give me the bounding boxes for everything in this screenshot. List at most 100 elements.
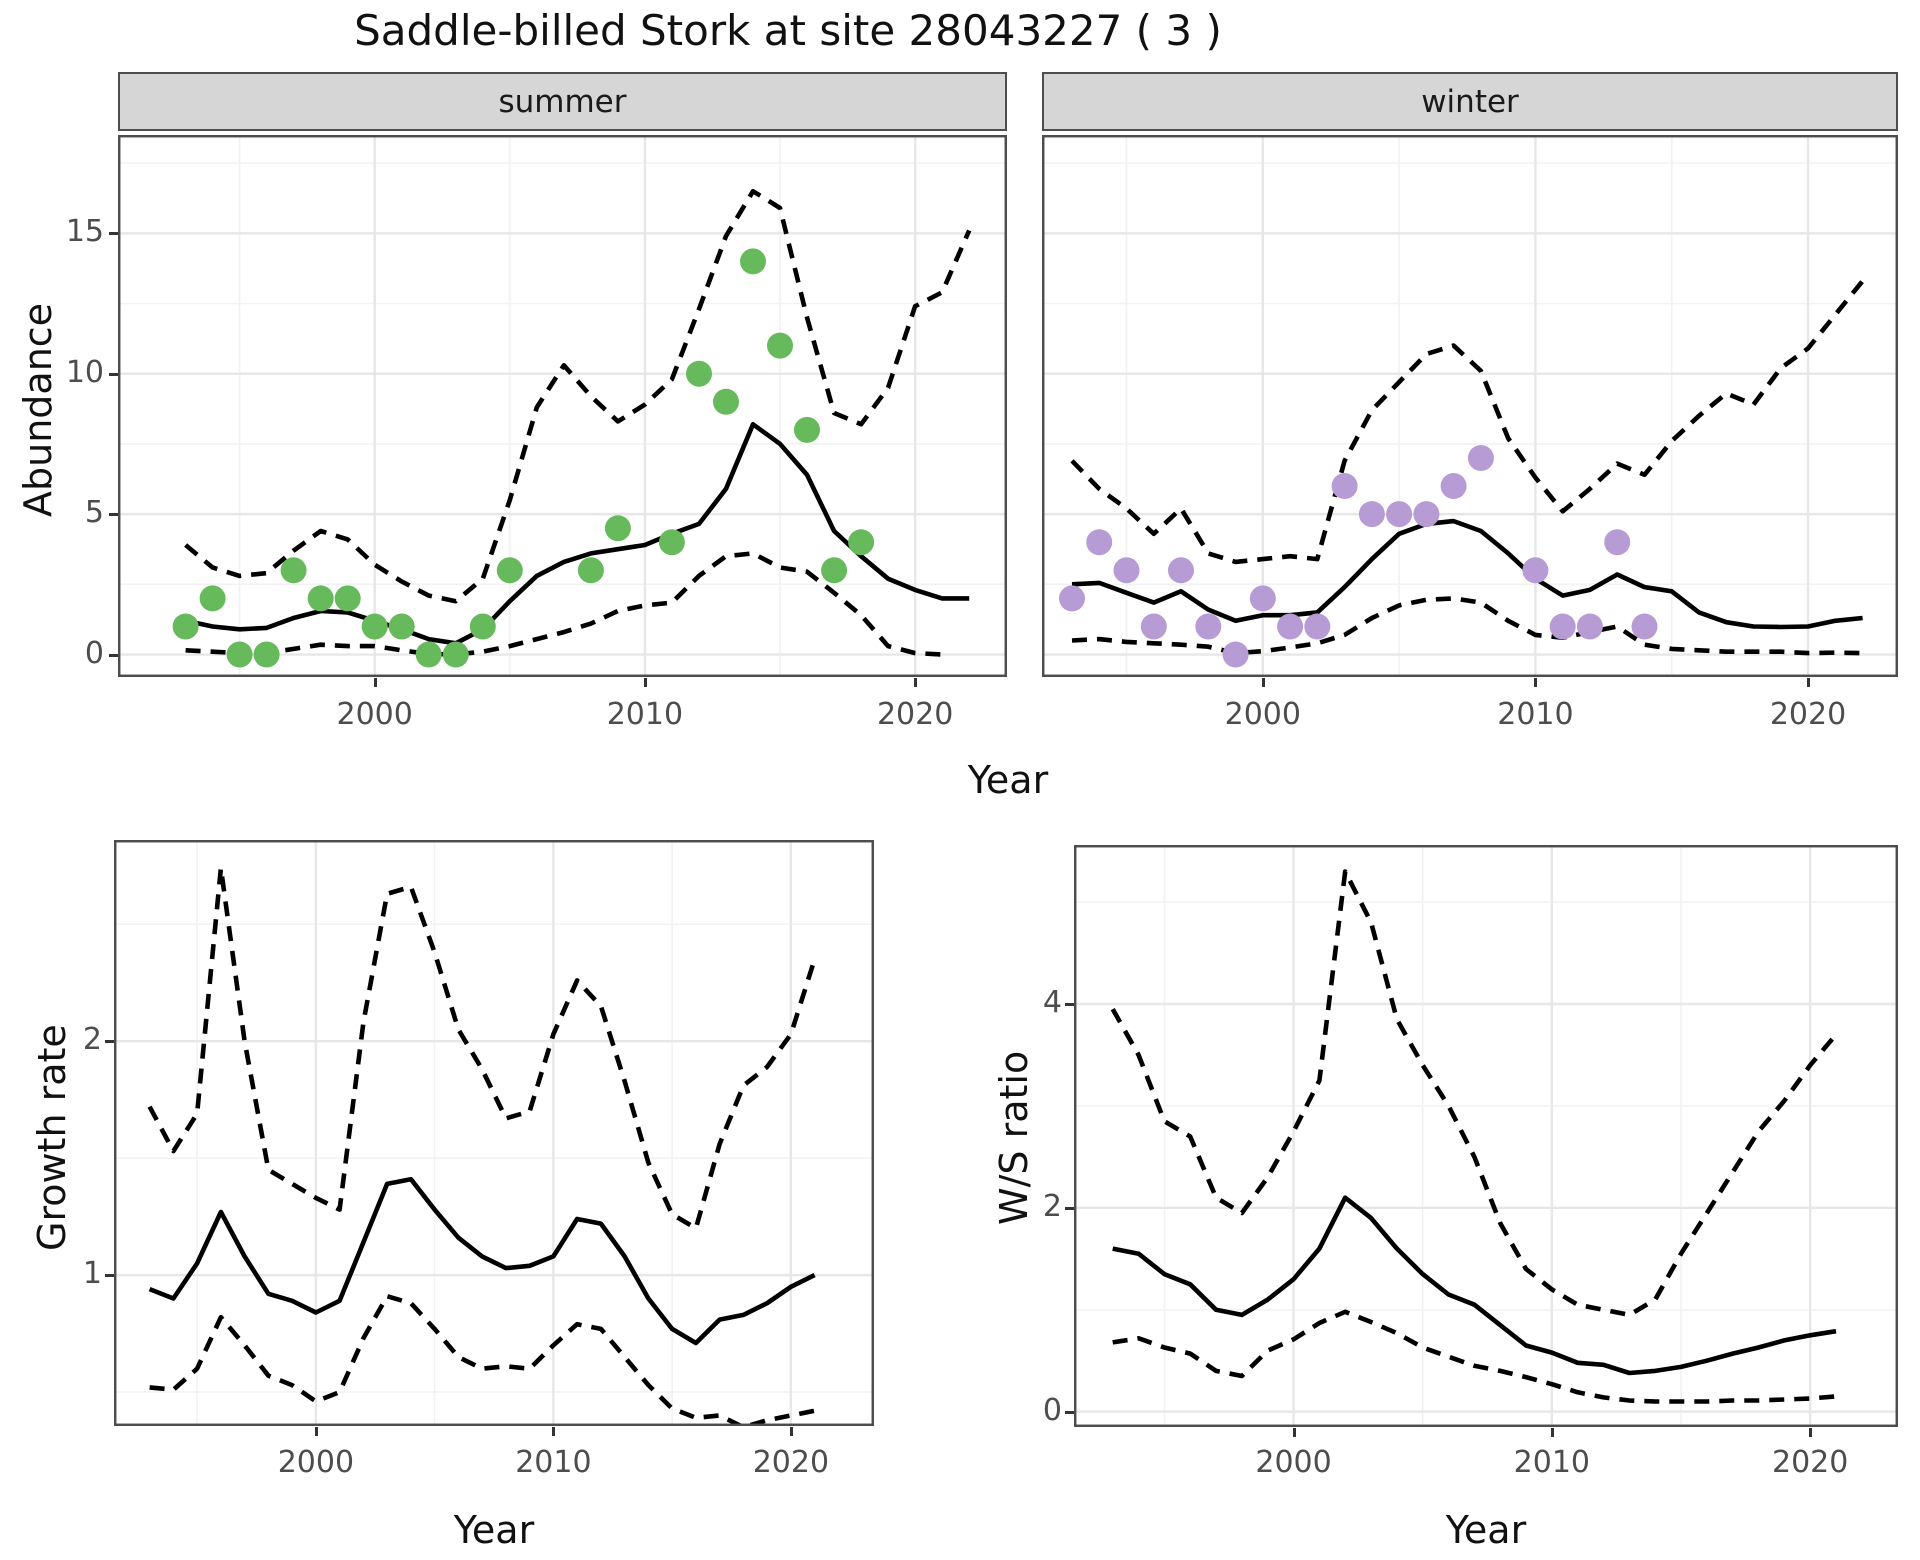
abundance-winter-point bbox=[1467, 445, 1494, 471]
y-tick-label: 4 bbox=[1042, 985, 1062, 1020]
summer-panel bbox=[118, 135, 1007, 677]
abundance-summer-lower_ci-line bbox=[185, 551, 943, 657]
y-tick-label: 15 bbox=[65, 214, 104, 250]
abundance-winter-point bbox=[1222, 641, 1249, 668]
abundance-summer-point bbox=[658, 529, 685, 556]
y-tick-mark bbox=[1065, 1410, 1074, 1414]
abundance-winter-point bbox=[1195, 613, 1222, 640]
x-tick-label: 2020 bbox=[876, 697, 954, 732]
abundance-summer-point bbox=[253, 641, 280, 668]
abundance-winter-point bbox=[1631, 613, 1658, 640]
abundance-winter-point bbox=[1549, 613, 1576, 640]
abundance-winter-point bbox=[1413, 501, 1440, 528]
facet-strip-summer-label: summer bbox=[498, 83, 627, 120]
abundance-summer-point bbox=[767, 332, 793, 359]
y-tick-label: 2 bbox=[82, 1022, 102, 1058]
abundance-winter-point bbox=[1277, 613, 1304, 640]
abundance-winter-upper_ci-line bbox=[1070, 279, 1865, 565]
abundance-summer-point bbox=[442, 641, 469, 668]
abundance-summer-point bbox=[334, 585, 361, 612]
x-tick-mark bbox=[1534, 678, 1538, 687]
x-tick-label: 2020 bbox=[1771, 1445, 1849, 1480]
abundance-winter-point bbox=[1576, 613, 1603, 640]
ws-year-axis-title: Year bbox=[1445, 1508, 1527, 1552]
x-tick-mark bbox=[1292, 1428, 1296, 1437]
abundance-summer-point bbox=[713, 388, 739, 415]
ws-ratio-upper_ci-line bbox=[1110, 869, 1838, 1318]
x-tick-mark bbox=[373, 678, 377, 687]
y-tick-mark bbox=[105, 1040, 114, 1044]
growth-rate-upper_ci-line bbox=[147, 865, 817, 1231]
x-tick-label: 2010 bbox=[1497, 697, 1574, 732]
top-year-axis-title: Year bbox=[967, 758, 1049, 802]
abundance-winter-point bbox=[1140, 613, 1167, 640]
x-tick-label: 2010 bbox=[1513, 1445, 1591, 1480]
abundance-summer-point bbox=[199, 585, 226, 612]
facet-strip-winter-label: winter bbox=[1421, 83, 1519, 120]
y-tick-label: 2 bbox=[1042, 1188, 1062, 1224]
x-tick-label: 2010 bbox=[606, 697, 684, 732]
ws-ratio-panel bbox=[1074, 845, 1898, 1427]
x-tick-mark bbox=[1261, 678, 1265, 687]
abundance-summer-point bbox=[361, 613, 388, 640]
y-tick-label: 0 bbox=[84, 635, 104, 671]
x-tick-mark bbox=[1807, 678, 1811, 687]
y-tick-label: 10 bbox=[65, 354, 104, 390]
winter-panel bbox=[1042, 135, 1898, 677]
abundance-summer-point bbox=[280, 557, 307, 584]
y-tick-mark bbox=[105, 1274, 114, 1278]
ws-ratio-lower_ci-line bbox=[1112, 1309, 1837, 1404]
x-tick-mark bbox=[1809, 1428, 1813, 1437]
abundance-summer-point bbox=[415, 641, 442, 668]
x-tick-mark bbox=[314, 1427, 318, 1436]
abundance-winter-point bbox=[1604, 529, 1631, 556]
abundance-summer-point bbox=[172, 613, 199, 640]
growth-rate-panel bbox=[114, 840, 874, 1426]
y-tick-label: 1 bbox=[82, 1256, 102, 1292]
abundance-summer-upper_ci-line bbox=[184, 188, 972, 604]
abundance-summer-point bbox=[821, 557, 848, 584]
x-tick-label: 2010 bbox=[515, 1445, 592, 1480]
abundance-summer-point bbox=[307, 585, 334, 612]
abundance-winter-point bbox=[1113, 557, 1140, 584]
y-tick-mark bbox=[109, 232, 118, 236]
abundance-winter-point bbox=[1304, 613, 1331, 640]
abundance-winter-point bbox=[1168, 557, 1194, 584]
abundance-winter-point bbox=[1440, 473, 1467, 499]
x-tick-mark bbox=[914, 678, 918, 687]
abundance-summer-point bbox=[686, 360, 712, 387]
y-tick-mark bbox=[1065, 1003, 1074, 1006]
x-tick-label: 2020 bbox=[752, 1445, 830, 1480]
abundance-summer-point bbox=[226, 641, 253, 668]
abundance-summer-point bbox=[577, 557, 604, 584]
x-tick-label: 2000 bbox=[1255, 1445, 1332, 1480]
y-tick-mark bbox=[109, 372, 118, 376]
abundance-winter-point bbox=[1086, 529, 1113, 556]
abundance-summer-point bbox=[496, 557, 523, 584]
abundance-winter-lower_ci-line bbox=[1071, 596, 1863, 656]
x-tick-label: 2020 bbox=[1769, 697, 1847, 732]
abundance-winter-point bbox=[1386, 501, 1413, 528]
growth-rate-median_fit-line bbox=[148, 1176, 816, 1346]
abundance-summer-point bbox=[794, 416, 820, 443]
y-tick-mark bbox=[109, 513, 118, 517]
y-tick-label: 0 bbox=[1042, 1392, 1062, 1428]
x-tick-label: 2000 bbox=[277, 1445, 355, 1480]
chart-title: Saddle-billed Stork at site 28043227 ( 3… bbox=[354, 6, 1222, 55]
x-tick-label: 2000 bbox=[336, 697, 413, 732]
ws-ratio-median_fit-line bbox=[1112, 1195, 1837, 1376]
x-tick-label: 2000 bbox=[1224, 697, 1301, 732]
abundance-winter-point bbox=[1331, 473, 1358, 499]
x-tick-mark bbox=[789, 1427, 793, 1436]
abundance-winter-point bbox=[1249, 585, 1276, 612]
x-tick-mark bbox=[552, 1427, 556, 1436]
abundance-summer-point bbox=[740, 248, 766, 275]
growth-year-axis-title: Year bbox=[453, 1508, 535, 1552]
facet-strip-summer: summer bbox=[118, 72, 1007, 131]
abundance-summer-point bbox=[604, 515, 631, 542]
abundance-winter-point bbox=[1358, 501, 1385, 528]
abundance-winter-median_fit-line bbox=[1071, 518, 1863, 630]
y-tick-label: 5 bbox=[84, 495, 104, 531]
growth-rate-lower_ci-line bbox=[149, 1293, 816, 1426]
